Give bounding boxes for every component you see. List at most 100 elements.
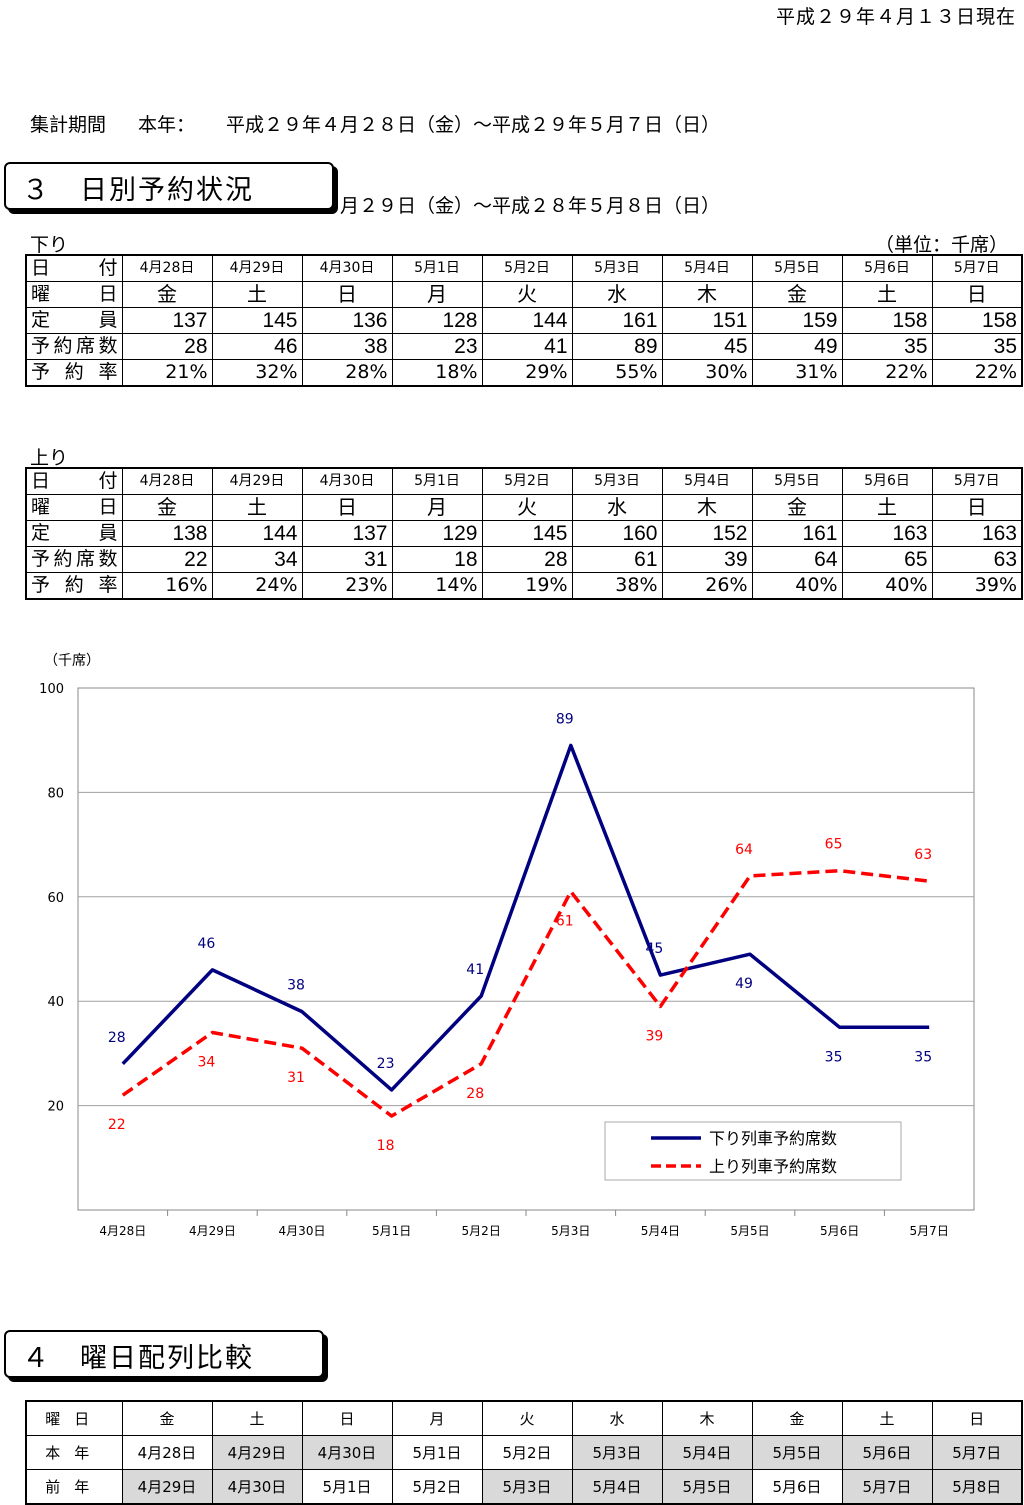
table-cell: 45 (661, 333, 753, 360)
down-data-label: 46 (197, 936, 215, 952)
table-cell: 136 (301, 307, 393, 334)
table-cell: 32% (211, 359, 303, 387)
down-data-label: 38 (287, 978, 305, 994)
up-data-label: 65 (825, 837, 843, 853)
x-tick-label: 5月5日 (730, 1224, 769, 1238)
table-cell: 31% (751, 359, 843, 387)
y-tick-label: 60 (47, 891, 64, 906)
section-4-heading: ４ 曜日配列比較 (4, 1330, 324, 1378)
up-data-label: 61 (556, 914, 574, 930)
table-cell: 火 (481, 281, 573, 308)
table-cell: 30% (661, 359, 753, 387)
reservation-line-chart: 20 40 60 80 100 4月28日 4月29日 4月30日 5月1日 5月2日 5月3日 5月… (39, 682, 975, 1238)
table-cell: 39% (931, 572, 1023, 600)
table-cell: 89 (571, 333, 663, 360)
section-3-heading: ３ 日別予約状況 (4, 162, 334, 210)
compare-cell: 5月8日 (931, 1469, 1023, 1505)
x-tick-label: 5月6日 (820, 1224, 859, 1238)
table-cell: 159 (751, 307, 843, 334)
table-cell: 22% (931, 359, 1023, 387)
y-tick-label: 20 (47, 1100, 64, 1115)
table-cell: 5月6日 (841, 254, 933, 282)
table-cell: 4月28日 (121, 467, 213, 495)
up-data-label: 63 (914, 847, 932, 863)
table-cell: 24% (211, 572, 303, 600)
table-cell: 日 (931, 494, 1023, 521)
last-year-range: 平成２８年４月２９日（金）～平成２８年５月８日（日） (226, 195, 721, 217)
weekday-compare-table: 曜日金土日月火水木金土日本年 4月28日 4月29日 4月30日 5月1日 5月2日 5月3… (25, 1400, 1023, 1505)
x-tick-label: 4月28日 (99, 1224, 146, 1238)
table-cell: 158 (841, 307, 933, 334)
table-cell: 4月30日 (301, 254, 393, 282)
table-cell: 土 (211, 281, 303, 308)
compare-cell: 5月3日 (571, 1435, 663, 1470)
compare-cell: 5月4日 (571, 1469, 663, 1505)
up-data-label: 22 (108, 1117, 126, 1133)
compare-cell: 5月7日 (931, 1435, 1023, 1470)
table-cell: 5月4日 (661, 467, 753, 495)
table-cell: 5月1日 (391, 467, 483, 495)
table-cell: 5月6日 (841, 467, 933, 495)
table-cell: 28% (301, 359, 393, 387)
legend-entry: 下り列車予約席数 (709, 1129, 837, 1148)
compare-cell: 5月7日 (841, 1469, 933, 1505)
table-cell: 38 (301, 333, 393, 360)
up-series-line (121, 868, 930, 1118)
compare-dow-row: 曜日金土日月火水木金土日 (25, 1400, 1023, 1436)
table-cell: 22 (121, 546, 213, 573)
section-3-title: ３ 日別予約状況 (22, 175, 254, 206)
table-cell: 19% (481, 572, 573, 600)
table-cell: 金 (751, 281, 843, 308)
row-label: 前年 (25, 1469, 123, 1505)
down-caption: 下り (30, 234, 69, 256)
up-dow-row: 曜日金土日月火水木金土日 (25, 494, 1023, 521)
table-cell: 128 (391, 307, 483, 334)
legend-entry: 上り列車予約席数 (709, 1157, 837, 1176)
compare-cell: 土 (211, 1400, 303, 1436)
compare-cell: 月 (391, 1400, 483, 1436)
row-label: 曜日 (25, 494, 123, 521)
up-data-label: 34 (197, 1055, 215, 1071)
row-label: 定員 (25, 307, 123, 334)
table-cell: 木 (661, 281, 753, 308)
up-table: 日付 4月28日 4月29日 4月30日 5月1日 5月2日 5月3日 5月4日 5月5日 5月6… (25, 467, 1023, 600)
table-cell: 137 (121, 307, 213, 334)
compare-cell: 4月28日 (121, 1435, 213, 1470)
table-cell: 14% (391, 572, 483, 600)
table-cell: 5月2日 (481, 467, 573, 495)
up-data-label: 31 (287, 1070, 305, 1086)
row-label: 定員 (25, 520, 123, 547)
y-tick-label: 40 (47, 995, 64, 1010)
table-cell: 日 (931, 281, 1023, 308)
table-cell: 5月7日 (931, 467, 1023, 495)
x-tick-label: 5月2日 (462, 1224, 501, 1238)
table-cell: 5月4日 (661, 254, 753, 282)
compare-cell: 5月6日 (841, 1435, 933, 1470)
y-tick-label: 80 (47, 786, 64, 801)
compare-cell: 土 (841, 1400, 933, 1436)
row-label: 予約席数 (25, 333, 123, 360)
table-cell: 158 (931, 307, 1023, 334)
table-cell: 144 (481, 307, 573, 334)
chart-unit-label: （千席） (44, 653, 100, 669)
table-cell: 163 (931, 520, 1023, 547)
table-cell: 火 (481, 494, 573, 521)
down-data-label: 28 (108, 1030, 126, 1046)
down-series-line (121, 743, 930, 1092)
x-tick-label: 4月29日 (189, 1224, 236, 1238)
table-cell: 4月30日 (301, 467, 393, 495)
row-label: 日付 (25, 254, 123, 282)
compare-cell: 金 (751, 1400, 843, 1436)
compare-this-year-row: 本年 4月28日 4月29日 4月30日 5月1日 5月2日 5月3日 5月4日 5月5日 5月6… (25, 1435, 1023, 1470)
table-cell: 金 (121, 281, 213, 308)
table-cell: 土 (211, 494, 303, 521)
table-cell: 55% (571, 359, 663, 387)
table-cell: 18 (391, 546, 483, 573)
table-cell: 31 (301, 546, 393, 573)
up-data-label: 28 (466, 1086, 484, 1102)
x-tick-label: 5月4日 (641, 1224, 680, 1238)
table-cell: 46 (211, 333, 303, 360)
up-data-label: 39 (645, 1028, 663, 1044)
period-label: 集計期間 (30, 114, 107, 136)
